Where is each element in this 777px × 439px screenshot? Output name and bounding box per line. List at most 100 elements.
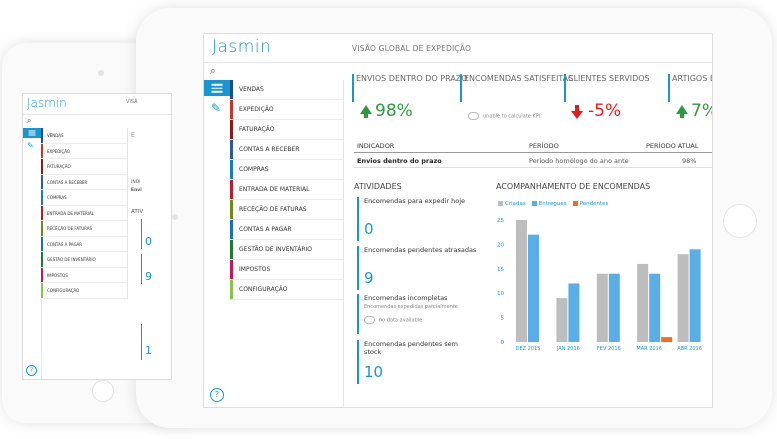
home-button (723, 204, 757, 238)
kpi-label: ARTIGOS E (672, 74, 712, 83)
menu-item[interactable]: FATURAÇÃO (41, 159, 127, 175)
kpi-card[interactable]: CLIENTES SERVIDOS -5% (564, 74, 662, 144)
menu-item-label: EXPEDIÇÃO (47, 148, 71, 154)
menu-item-label: EXPEDIÇÃO (239, 106, 274, 113)
menu-item[interactable]: CONFIGURAÇÃO (230, 280, 343, 300)
legend-item: Pendentes (572, 201, 608, 207)
menu-item[interactable]: EXPEDIÇÃO (41, 143, 127, 159)
activities-title: ATIVIDADES (354, 182, 402, 191)
activity-card[interactable]: Encomendas pendentes atrasadas 9 (357, 246, 477, 290)
edit-icon[interactable]: ✎ (27, 141, 34, 150)
table-header: PERÍODO ATUAL (646, 142, 699, 150)
menu-item-label: CONFIGURAÇÃO (47, 288, 80, 293)
back-left-rail: ✎ ? (23, 128, 42, 379)
kpi-value: -5% (588, 101, 622, 121)
activity-value: 10 (364, 363, 384, 381)
activity-value: 0 (364, 220, 374, 238)
menu-item[interactable]: IMPOSTOS (230, 260, 343, 280)
cloud-icon (468, 112, 479, 120)
menu-item-label: COMPRAS (239, 166, 269, 173)
menu-item[interactable]: FATURAÇÃO (230, 120, 343, 140)
menu-item[interactable]: VENDAS (230, 80, 343, 100)
module-menu: VENDAS EXPEDIÇÃO FATURAÇÃO CONTAS A RECEBER… (230, 80, 344, 407)
bar-entregues[interactable] (689, 249, 701, 342)
bar-pendentes[interactable] (661, 337, 673, 342)
menu-item[interactable]: GESTÃO DE INVENTÁRIO (41, 252, 127, 268)
back-app-screen: Jasmin VISÃ ⌕ ✎ ? VENDAS EXPEDIÇÃO FATURAÇ… (22, 93, 172, 380)
app-header: Jasmin VISÃO GLOBAL DE EXPEDIÇÃO (204, 34, 712, 63)
menu-item-label: IMPOSTOS (239, 266, 271, 273)
menu-item[interactable]: COMPRAS (230, 160, 343, 180)
menu-item[interactable]: ENTRADA DE MATERIAL (41, 205, 127, 221)
menu-item-label: GESTÃO DE INVENTÁRIO (47, 257, 96, 262)
kpi-card[interactable]: ENVIOS DENTRO DO PRAZO 98% (352, 74, 468, 144)
x-tick-label: MAR 2016 (636, 346, 662, 352)
page-title: VISÃ (126, 99, 138, 105)
menu-item[interactable]: RECEÇÃO DE FATURAS (230, 200, 343, 220)
search-icon[interactable]: ⌕ (210, 64, 217, 77)
y-tick-label: 15 (497, 267, 504, 273)
menu-item[interactable]: CONTAS A RECEBER (41, 174, 127, 190)
kpi-card[interactable]: ARTIGOS E 7% (668, 74, 712, 144)
menu-item[interactable]: COMPRAS (41, 190, 127, 206)
menu-item[interactable]: EXPEDIÇÃO (230, 100, 343, 120)
kpi-card[interactable]: ENCOMENDAS SATISFEITAS unable to calcula… (460, 74, 573, 144)
menu-item[interactable]: CONTAS A PAGAR (41, 236, 127, 252)
legend-item: Entregues (531, 201, 567, 207)
arrow-up-icon (676, 105, 688, 118)
bar-criadas[interactable] (596, 273, 608, 342)
kpi-label: CLIENTES SERVIDOS (568, 74, 650, 83)
bar-entregues[interactable] (649, 273, 661, 342)
arrow-down-icon (571, 105, 583, 119)
menu-item-label: CONTAS A RECEBER (239, 146, 300, 153)
menu-item[interactable]: RECEÇÃO DE FATURAS (41, 221, 127, 237)
menu-item-label: ENTRADA DE MATERIAL (239, 186, 310, 193)
hamburger-menu-button[interactable] (204, 80, 230, 96)
edit-icon[interactable]: ✎ (211, 101, 222, 115)
x-tick-label: DEZ 2015 (516, 346, 541, 352)
table-header: INDICADOR (357, 142, 395, 150)
table-cell: Envios dentro do prazo (357, 157, 442, 165)
menu-item[interactable]: CONTAS A PAGAR (230, 220, 343, 240)
kpi-value: 7% (691, 101, 712, 121)
bar-criadas[interactable] (677, 254, 689, 342)
bar-criadas[interactable] (516, 220, 527, 342)
cloud-icon (364, 316, 375, 324)
bar-entregues[interactable] (608, 273, 620, 342)
x-tick-label: ABR 2016 (677, 346, 702, 352)
menu-item-label: COMPRAS (47, 195, 67, 200)
camera-icon (172, 214, 178, 220)
activity-title: Encomendas pendentes sem stock (364, 340, 458, 356)
bar-entregues[interactable] (528, 234, 539, 342)
activity-card[interactable]: Encomendas para expedir hoje 0 (357, 197, 477, 241)
activity-value: 9 (145, 270, 152, 283)
chart-title: ACOMPANHAMENTO DE ENCOMENDAS (496, 182, 651, 191)
table-header: PERÍODO (529, 142, 559, 150)
bar-criadas[interactable] (637, 263, 649, 342)
activity-card[interactable]: Encomendas incompletas Encomendas expedi… (357, 294, 477, 334)
menu-item-label: CONTAS A PAGAR (239, 226, 292, 233)
menu-item[interactable]: ENTRADA DE MATERIAL (230, 180, 343, 200)
search-icon[interactable]: ⌕ (27, 116, 32, 125)
legend-label: Entregues (538, 201, 567, 207)
activity-title: Encomendas incompletas (364, 294, 448, 302)
help-icon[interactable]: ? (26, 365, 37, 376)
help-icon[interactable]: ? (210, 388, 224, 402)
menu-item-label: CONTAS A PAGAR (47, 241, 83, 247)
menu-item-label: GESTÃO DE INVENTÁRIO (239, 246, 313, 253)
activity-value: 1 (145, 344, 152, 357)
activity-value: 0 (145, 235, 152, 248)
menu-item[interactable]: CONFIGURAÇÃO (41, 283, 127, 299)
bar-criadas[interactable] (556, 298, 568, 342)
hamburger-menu-button[interactable] (23, 128, 41, 138)
row-fragment: Envi (131, 188, 142, 193)
menu-item-label: VENDAS (47, 133, 64, 138)
activity-card[interactable]: Encomendas pendentes sem stock 10 (357, 340, 477, 384)
menu-item[interactable]: VENDAS (41, 128, 127, 144)
menu-item[interactable]: GESTÃO DE INVENTÁRIO (230, 240, 343, 260)
menu-item[interactable]: CONTAS A RECEBER (230, 140, 343, 160)
kpi-value: 98% (375, 101, 413, 121)
menu-item-label: IMPOSTOS (47, 272, 68, 278)
menu-item[interactable]: IMPOSTOS (41, 267, 127, 283)
bar-entregues[interactable] (568, 283, 580, 342)
